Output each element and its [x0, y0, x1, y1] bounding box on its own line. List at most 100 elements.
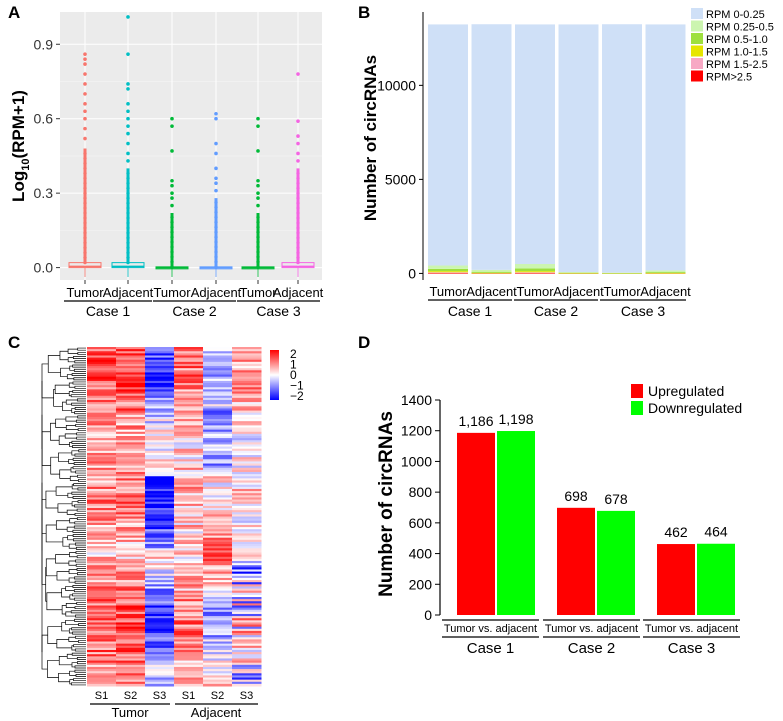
heatmap-cell	[116, 577, 146, 581]
dendrogram-branch	[75, 470, 86, 474]
outlier-point	[126, 191, 130, 195]
dendrogram-branch	[41, 431, 51, 466]
heatmap-cell	[116, 611, 146, 615]
heatmap-cell	[174, 393, 204, 397]
heatmap-cell	[174, 575, 204, 579]
heatmap-cell	[203, 469, 233, 473]
panel-d-x-axis: Tumor vs. adjacent Case 1 Tumor vs. adjace…	[442, 619, 740, 657]
dendrogram-branch	[75, 551, 86, 554]
heatmap-cell	[203, 505, 233, 509]
heatmap-cell	[116, 368, 146, 371]
outlier-point	[214, 188, 218, 193]
dendrogram-branch	[74, 580, 86, 584]
panel-b-y-axis-label: Number of circRNAs	[361, 55, 380, 221]
heatmap-cell	[116, 539, 146, 543]
heatmap-cell	[87, 512, 117, 515]
heatmap-cell	[87, 480, 117, 484]
heatmap-cell	[174, 499, 204, 503]
heatmap-cell	[145, 548, 175, 551]
dendrogram-branch	[73, 483, 86, 487]
dendrogram-branch	[55, 418, 67, 428]
heatmap-cell	[232, 569, 262, 573]
heatmap-cell	[203, 681, 233, 685]
dendrogram-branch	[72, 466, 86, 470]
heatmap-cell	[174, 548, 204, 551]
heatmap-cell	[203, 658, 233, 662]
heatmap-cell	[174, 421, 204, 424]
heatmap-cell	[203, 616, 233, 619]
heatmap-cell	[203, 607, 233, 611]
heatmap-cell	[203, 482, 233, 486]
heatmap-cell	[203, 455, 233, 458]
outlier-point	[296, 181, 300, 185]
outlier-point	[126, 141, 130, 146]
heatmap-cell	[116, 440, 146, 443]
heatmap-cell	[87, 503, 117, 507]
heatmap-cell	[203, 412, 233, 416]
heatmap-cell	[174, 652, 204, 655]
heatmap-cell	[145, 505, 175, 509]
heatmap-cell	[232, 520, 262, 524]
heatmap-cell	[145, 491, 175, 494]
heatmap-cell	[203, 527, 233, 530]
heatmap-cell	[116, 563, 146, 566]
group-label: Case 2	[568, 640, 616, 657]
heatmap-cell	[174, 671, 204, 674]
dendrogram-branch	[59, 350, 69, 361]
dendrogram-branch	[75, 673, 86, 677]
y-tick-label: 800	[409, 484, 433, 500]
heatmap-cell	[174, 435, 204, 439]
heatmap-cell	[232, 402, 262, 405]
heatmap-cell	[203, 461, 233, 465]
heatmap-cell	[203, 524, 233, 528]
heatmap-cell	[87, 431, 117, 435]
heatmap-cell	[203, 431, 233, 435]
heatmap-cell	[174, 544, 204, 547]
dendrogram-branch	[71, 484, 78, 490]
legend-label: Downregulated	[648, 400, 742, 416]
heatmap-cell	[145, 361, 175, 365]
heatmap-cell	[174, 463, 204, 467]
heatmap-cell	[87, 389, 117, 392]
heatmap-cell	[203, 666, 233, 670]
heatmap-cell	[145, 611, 175, 615]
heatmap-cell	[116, 588, 146, 592]
heatmap-cell	[145, 633, 175, 636]
heatmap-cell	[116, 603, 146, 606]
heatmap-cell	[232, 488, 262, 492]
heatmap-cell	[174, 603, 204, 606]
heatmap-cell	[87, 397, 117, 401]
legend-colorbar	[270, 350, 279, 400]
heatmap-cell	[87, 539, 117, 543]
heatmap-cell	[116, 635, 146, 638]
panel-a: A 0.00.30.60.9 Log10(RPM+1) Tumor Adjacen…	[8, 3, 324, 319]
heatmap-cell	[145, 647, 175, 651]
heatmap-cell	[116, 609, 146, 613]
dendrogram-branch	[41, 363, 54, 399]
heatmap-cell	[87, 677, 117, 681]
heatmap-cell	[116, 399, 146, 403]
heatmap-cell	[203, 478, 233, 481]
heatmap-cell	[145, 618, 175, 621]
heatmap-cell	[116, 550, 146, 554]
heatmap-cell	[174, 351, 204, 354]
heatmap-cell	[87, 656, 117, 659]
dendrogram-branch	[73, 356, 86, 360]
heatmap-cell	[87, 459, 117, 462]
heatmap-cell	[232, 609, 262, 613]
group-label: Case 1	[448, 303, 493, 319]
heatmap-cell	[145, 675, 175, 679]
dendrogram-branch	[70, 394, 86, 398]
heatmap-cell	[232, 656, 262, 659]
heatmap-cell	[203, 448, 233, 452]
heatmap-cell	[174, 478, 204, 481]
heatmap-cell	[145, 389, 175, 392]
heatmap-cell	[232, 347, 262, 350]
dendrogram-branch	[74, 385, 86, 389]
heatmap-cell	[174, 630, 204, 634]
heatmap-cell	[116, 429, 146, 433]
outlier-point	[83, 109, 87, 114]
heatmap-cell	[145, 351, 175, 354]
heatmap-cell	[116, 620, 146, 623]
heatmap-cell	[87, 565, 117, 568]
